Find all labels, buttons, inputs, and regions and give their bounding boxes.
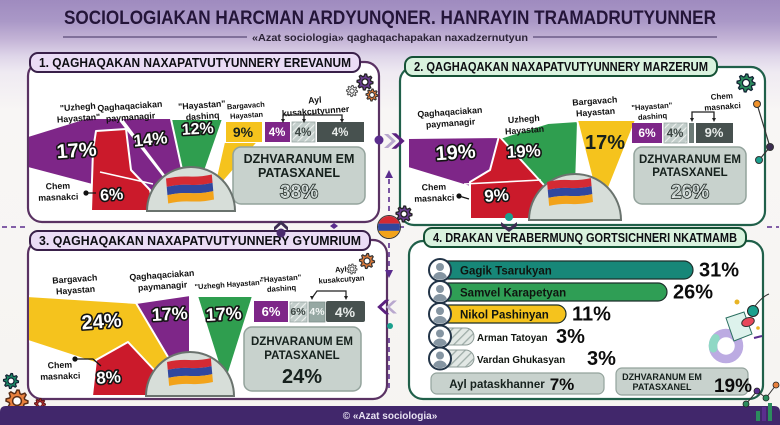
svg-text:6%: 6% (290, 306, 306, 318)
svg-text:Samvel Karapetyan: Samvel Karapetyan (460, 288, 566, 300)
svg-text:Arman Tatoyan: Arman Tatoyan (477, 333, 548, 344)
svg-text:31%: 31% (699, 260, 739, 282)
svg-text:Qaghaqaciakan: Qaghaqaciakan (97, 99, 163, 114)
svg-text:PATASXANEL: PATASXANEL (264, 350, 339, 362)
svg-text:24%: 24% (81, 310, 123, 335)
svg-text:3. QAGHAQAKAN NAXAPATVUTYUNNER: 3. QAGHAQAKAN NAXAPATVUTYUNNERY GYUMRIUM (39, 234, 361, 248)
svg-text:26%: 26% (673, 282, 713, 304)
svg-text:4%: 4% (667, 128, 684, 140)
svg-text:8%: 8% (96, 367, 122, 388)
svg-text:dashinq: dashinq (638, 111, 668, 122)
svg-text:7%: 7% (550, 375, 575, 394)
svg-text:paymanagir: paymanagir (138, 279, 189, 292)
svg-text:38%: 38% (280, 182, 318, 203)
svg-text:Uzhegh: Uzhegh (508, 113, 540, 125)
svg-text:PATASXANEL: PATASXANEL (258, 166, 340, 180)
svg-text:11%: 11% (572, 304, 611, 326)
svg-text:17%: 17% (151, 303, 188, 325)
svg-text:PATASXANEL: PATASXANEL (632, 382, 692, 392)
svg-text:6%: 6% (100, 186, 124, 205)
svg-text:Bargavach: Bargavach (227, 100, 266, 112)
svg-text:DZHVARANUM EM: DZHVARANUM EM (622, 372, 702, 382)
svg-text:4%: 4% (309, 306, 325, 318)
svg-text:9%: 9% (233, 124, 254, 140)
svg-text:Gagik Tsarukyan: Gagik Tsarukyan (460, 266, 552, 278)
svg-text:masnakci: masnakci (40, 370, 80, 381)
svg-text:4%: 4% (332, 127, 349, 139)
svg-text:24%: 24% (282, 366, 322, 388)
svg-text:14%: 14% (133, 128, 169, 150)
svg-text:masnakci: masnakci (414, 192, 454, 203)
svg-text:Hayastan: Hayastan (576, 106, 616, 119)
svg-text:"Uzhegh: "Uzhegh (60, 101, 97, 113)
svg-text:19%: 19% (506, 141, 541, 162)
svg-text:Hayastan: Hayastan (56, 284, 96, 297)
svg-text:6%: 6% (262, 304, 281, 319)
svg-text:© «Azat sociologia»: © «Azat sociologia» (343, 411, 438, 422)
svg-text:«Azat sociologia» qaghaqachapa: «Azat sociologia» qaghaqachapakan naxadz… (252, 32, 528, 44)
svg-text:Chem: Chem (710, 91, 733, 102)
svg-text:3%: 3% (556, 326, 585, 348)
svg-text:19%: 19% (714, 376, 752, 397)
svg-text:paymanagir: paymanagir (106, 110, 157, 123)
svg-text:Qaghaqaciakan: Qaghaqaciakan (129, 268, 195, 283)
svg-text:17%: 17% (585, 132, 625, 154)
svg-text:4. DRAKAN VERABERMUNQ GORTSICH: 4. DRAKAN VERABERMUNQ GORTSICHNERI NKATM… (433, 231, 737, 245)
svg-text:6%: 6% (638, 126, 656, 140)
svg-text:26%: 26% (671, 182, 709, 203)
svg-text:Chem: Chem (48, 360, 73, 371)
svg-text:PATASXANEL: PATASXANEL (652, 167, 727, 179)
svg-text:Chem: Chem (46, 181, 71, 192)
svg-text:Qaghaqaciakan: Qaghaqaciakan (417, 105, 483, 120)
svg-text:Bargavach: Bargavach (572, 94, 618, 107)
svg-text:Hayastan": Hayastan" (57, 112, 101, 125)
svg-text:Vardan Ghukasyan: Vardan Ghukasyan (477, 355, 565, 366)
svg-text:DZHVARANUM EM: DZHVARANUM EM (244, 152, 355, 166)
svg-text:"Hayastan": "Hayastan" (178, 98, 226, 111)
svg-text:19%: 19% (435, 141, 477, 166)
svg-text:Hayastan: Hayastan (230, 110, 264, 121)
svg-text:masnakci: masnakci (704, 101, 741, 113)
svg-text:SOCIOLOGIAKAN HARCMAN ARDYUNQN: SOCIOLOGIAKAN HARCMAN ARDYUNQNER. HANRAY… (64, 8, 716, 29)
svg-text:4%: 4% (295, 127, 312, 139)
svg-text:Ayl: Ayl (335, 265, 347, 275)
svg-text:2. QAGHAQAKAN NAXAPATVUTYUNNER: 2. QAGHAQAKAN NAXAPATVUTYUNNERY MARZERUM (414, 60, 708, 74)
svg-text:"Hayastan": "Hayastan" (631, 101, 673, 113)
svg-text:Nikol Pashinyan: Nikol Pashinyan (460, 310, 549, 322)
svg-text:3%: 3% (587, 348, 616, 370)
svg-text:kusakcutyan: kusakcutyan (318, 273, 365, 285)
svg-text:9%: 9% (484, 185, 510, 206)
svg-text:paymanagir: paymanagir (426, 116, 477, 129)
svg-text:Ayl: Ayl (308, 95, 322, 106)
svg-text:1. QAGHAQAKAN NAXAPATVUTYUNNER: 1. QAGHAQAKAN NAXAPATVUTYUNNERY EREVANUM (39, 56, 351, 70)
svg-text:masnakci: masnakci (38, 191, 78, 202)
svg-text:17%: 17% (205, 303, 242, 325)
svg-text:dashinq: dashinq (267, 283, 297, 294)
svg-text:9%: 9% (705, 125, 724, 140)
svg-text:17%: 17% (56, 139, 98, 164)
svg-text:Bargavach: Bargavach (52, 272, 98, 285)
svg-text:Chem: Chem (422, 182, 447, 193)
svg-text:12%: 12% (181, 120, 214, 139)
svg-text:Ayl pataskhanner: Ayl pataskhanner (449, 379, 545, 391)
svg-text:4%: 4% (269, 127, 286, 139)
svg-text:Hayastan: Hayastan (505, 124, 545, 137)
svg-text:4%: 4% (335, 304, 356, 320)
svg-text:"Hayastan": "Hayastan" (260, 273, 302, 285)
svg-text:DZHVARANUM EM: DZHVARANUM EM (639, 154, 741, 166)
svg-text:DZHVARANUM EM: DZHVARANUM EM (251, 336, 353, 348)
svg-text:dashinq: dashinq (185, 110, 219, 122)
